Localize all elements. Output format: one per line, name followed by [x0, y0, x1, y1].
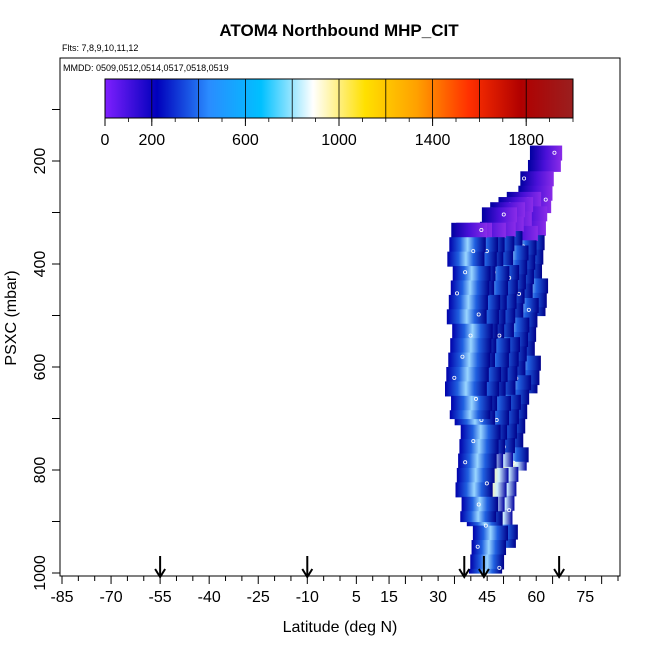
heatmap-cell [460, 424, 501, 440]
y-axis-label: PSXC (mbar) [3, 270, 20, 365]
colorbar-tick-label: 1000 [321, 132, 357, 149]
colorbar-tick-label: 600 [232, 132, 259, 149]
flight-arrow [301, 556, 314, 579]
x-tick-label: -40 [198, 589, 221, 606]
colorbar-tick-label: 200 [138, 132, 165, 149]
flights-subtitle: Flts: 7,8,9,10,11,12 [62, 43, 138, 53]
sample-marker [507, 508, 512, 513]
heatmap-cell [451, 222, 488, 238]
x-axis: -85 -70 -55 -40 -25 -10 5 15 30 45 60 75 [50, 576, 619, 606]
x-tick-label: -70 [99, 589, 122, 606]
sample-marker [471, 439, 476, 444]
heatmap-cell [450, 338, 492, 354]
flight-arrow [154, 556, 166, 579]
heatmap-data [444, 145, 563, 574]
heatmap-cell [444, 381, 487, 397]
colorbar-ticks: 0 200 600 1000 1400 1800 [101, 118, 574, 149]
heatmap-cell [449, 237, 486, 253]
sample-marker [473, 396, 478, 401]
colorbar-tick-label: 1400 [415, 132, 451, 149]
x-tick-label: 45 [478, 589, 496, 606]
x-tick-label: 60 [527, 589, 545, 606]
heatmap-cell [448, 294, 488, 310]
heatmap-cell [447, 251, 485, 267]
heatmap-cell [451, 395, 493, 411]
y-axis: 200 400 600 800 1000 [32, 109, 60, 591]
heatmap-cell [446, 309, 487, 325]
x-tick-label: -85 [50, 589, 73, 606]
y-tick-label: 1000 [32, 555, 49, 591]
heatmap-cell [529, 145, 563, 161]
colorbar-tick-label: 0 [101, 132, 110, 149]
heatmap-cell [520, 171, 554, 187]
sample-marker [468, 333, 473, 338]
heatmap-cell [481, 207, 517, 223]
sample-marker [543, 197, 548, 202]
heatmap-cell [446, 367, 489, 383]
heatmap-cell [471, 540, 507, 556]
heatmap-cell [452, 323, 493, 339]
heatmap-cell [461, 496, 499, 512]
heatmap-cell [459, 439, 499, 455]
heatmap-column [444, 222, 493, 420]
heatmap-column [527, 145, 563, 172]
x-tick-label: 30 [429, 589, 447, 606]
heatmap-cell [455, 482, 493, 498]
heatmap-cell [470, 554, 505, 570]
x-tick-label: -10 [296, 589, 319, 606]
sample-marker [497, 333, 502, 338]
sample-marker [483, 523, 488, 528]
sample-marker [460, 354, 465, 359]
sample-marker [526, 307, 531, 312]
sample-marker [476, 502, 481, 507]
sample-marker [501, 212, 506, 217]
sample-marker [522, 176, 527, 181]
y-tick-label: 800 [32, 457, 49, 484]
sample-marker [463, 460, 468, 465]
sample-marker [552, 150, 557, 155]
x-tick-label: 15 [380, 589, 398, 606]
sample-marker [497, 565, 502, 570]
y-tick-label: 400 [32, 251, 49, 278]
dates-subtitle: MMDD: 0509,0512,0514,0517,0518,0519 [63, 63, 229, 73]
x-axis-label: Latitude (deg N) [283, 619, 398, 636]
flight-arrow [478, 556, 490, 579]
sample-marker [463, 270, 468, 275]
sample-marker [471, 249, 476, 254]
x-tick-label: 75 [576, 589, 594, 606]
flight-arrow [553, 556, 565, 579]
sample-marker [452, 375, 457, 380]
flight-arrow [458, 556, 471, 579]
y-tick-label: 200 [32, 148, 49, 175]
heatmap-cell [452, 266, 491, 282]
heatmap-cell [456, 467, 495, 483]
sample-marker [476, 312, 481, 317]
heatmap-cell [460, 511, 497, 523]
x-tick-label: -55 [149, 589, 172, 606]
heatmap-cell [468, 568, 503, 574]
heatmap-cell [450, 280, 490, 296]
heatmap-cell [458, 453, 497, 469]
sample-marker [455, 291, 460, 296]
colorbar [104, 78, 574, 119]
colorbar-tick-label: 1800 [508, 132, 544, 149]
x-tick-label: -25 [247, 589, 270, 606]
x-tick-label: 5 [352, 589, 361, 606]
sample-marker [479, 228, 484, 233]
heatmap-cell [472, 525, 509, 541]
heatmap-cell [527, 159, 561, 172]
sample-marker [475, 544, 480, 549]
heatmap-cell [449, 410, 491, 420]
sample-marker [484, 481, 489, 486]
heatmap-cell [448, 352, 491, 368]
chart-title: ATOM4 Northbound MHP_CIT [219, 21, 459, 40]
y-tick-label: 600 [32, 354, 49, 381]
